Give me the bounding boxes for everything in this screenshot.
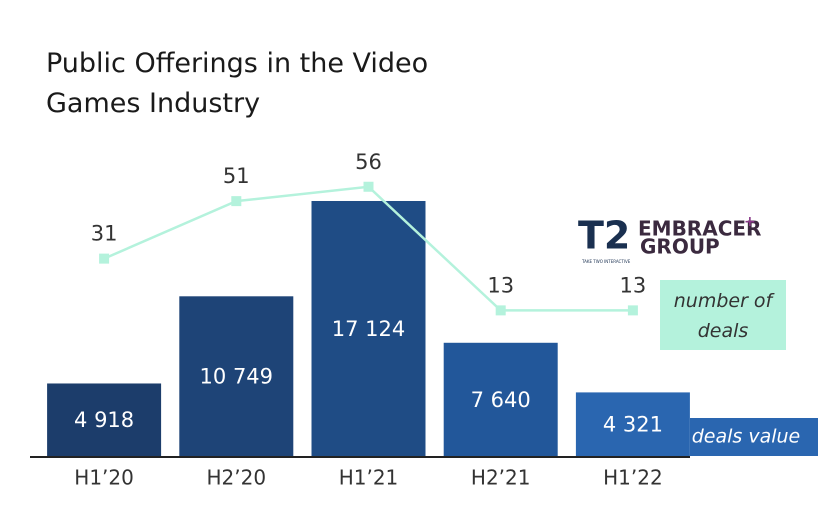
line-value-label: 51: [223, 164, 250, 188]
logo-t2-caption: TAKE TWO INTERACTIVE: [581, 259, 631, 264]
line-marker: [627, 305, 638, 316]
x-tick-label: H1’22: [603, 466, 663, 490]
line-marker: [363, 181, 374, 192]
bar-value-label: 10 749: [200, 365, 273, 389]
line-value-label: 13: [487, 273, 514, 297]
legend-label: deals value: [692, 426, 801, 448]
legend-box: [660, 280, 786, 350]
bar: [179, 296, 294, 457]
bar: [443, 342, 558, 457]
x-tick-label: H2’21: [471, 466, 531, 490]
bar: [311, 200, 426, 457]
legend-label-box: number of deals: [673, 290, 773, 342]
x-tick-label: H1’20: [74, 466, 134, 490]
logo-group: GROUP: [640, 235, 720, 259]
legend-box: [690, 418, 818, 456]
line-value-label: 13: [620, 273, 647, 297]
legend-label: number of deals: [673, 290, 773, 342]
bar-value-label: 4 918: [74, 408, 134, 432]
logo-plus: +: [744, 214, 756, 230]
line-marker: [231, 196, 242, 207]
x-tick-label: H1’21: [339, 466, 399, 490]
logo-t2: T2: [578, 214, 630, 258]
line-value-label: 56: [355, 150, 382, 174]
logo-embracer: EMBRACER: [638, 217, 761, 241]
line-marker: [99, 253, 110, 264]
line-marker: [495, 305, 506, 316]
bar-value-label: 4 321: [603, 413, 663, 437]
x-tick-label: H2’20: [207, 466, 267, 490]
bar-value-label: 17 124: [332, 317, 405, 341]
bar: [575, 392, 690, 457]
line-value-label: 31: [91, 222, 118, 246]
chart-title: Public Offerings in the Video Games Indu…: [46, 48, 429, 119]
bar-value-label: 7 640: [471, 388, 531, 412]
bar: [47, 383, 162, 457]
